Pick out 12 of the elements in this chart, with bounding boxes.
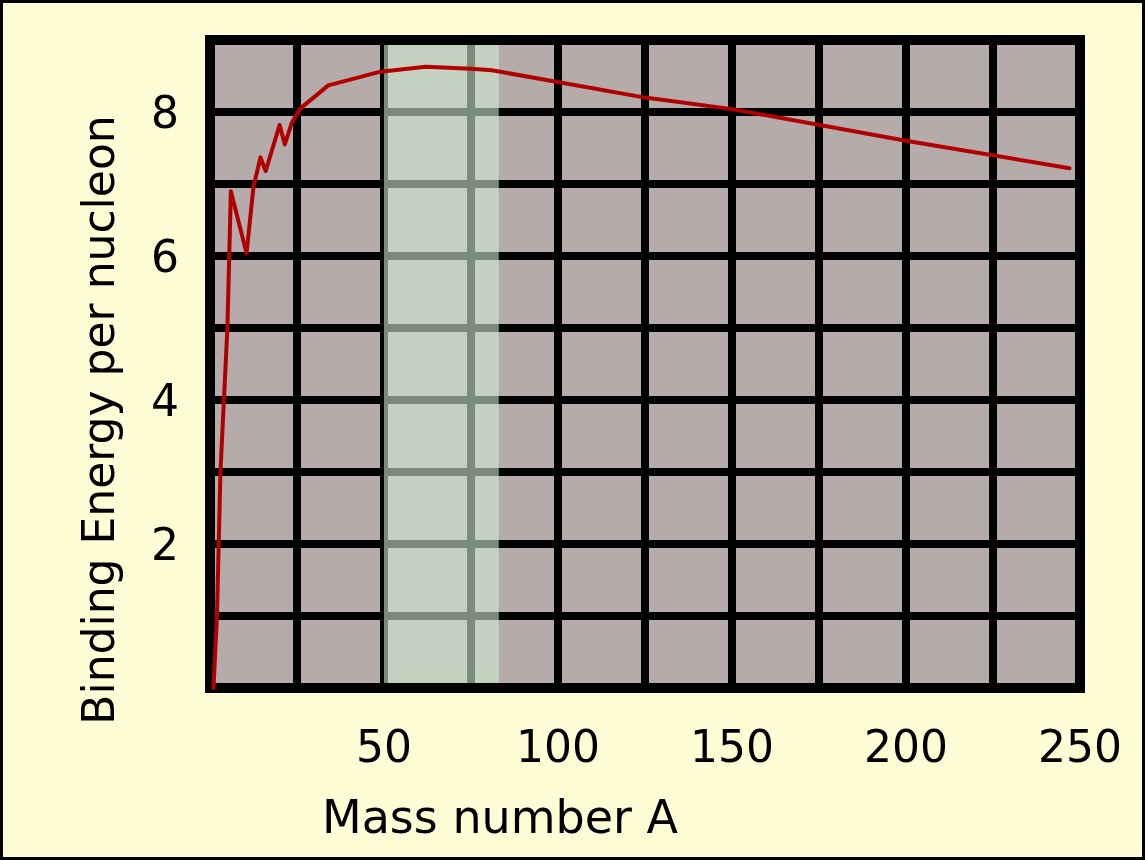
y-tick-label: 8 <box>151 86 179 138</box>
y-axis-title: Binding Energy per nucleon <box>72 115 124 725</box>
x-tick-label: 250 <box>1038 721 1122 772</box>
line-series <box>211 64 1072 690</box>
y-tick-label: 6 <box>151 230 179 282</box>
x-tick-label: 200 <box>864 721 948 772</box>
x-tick-label: 100 <box>516 721 600 772</box>
x-axis-title: Mass number A <box>321 790 679 844</box>
y-tick-label: 4 <box>151 374 179 426</box>
y-tick-label: 2 <box>151 518 179 570</box>
x-tick-label: 50 <box>356 721 412 772</box>
x-tick-label: 150 <box>690 721 774 772</box>
